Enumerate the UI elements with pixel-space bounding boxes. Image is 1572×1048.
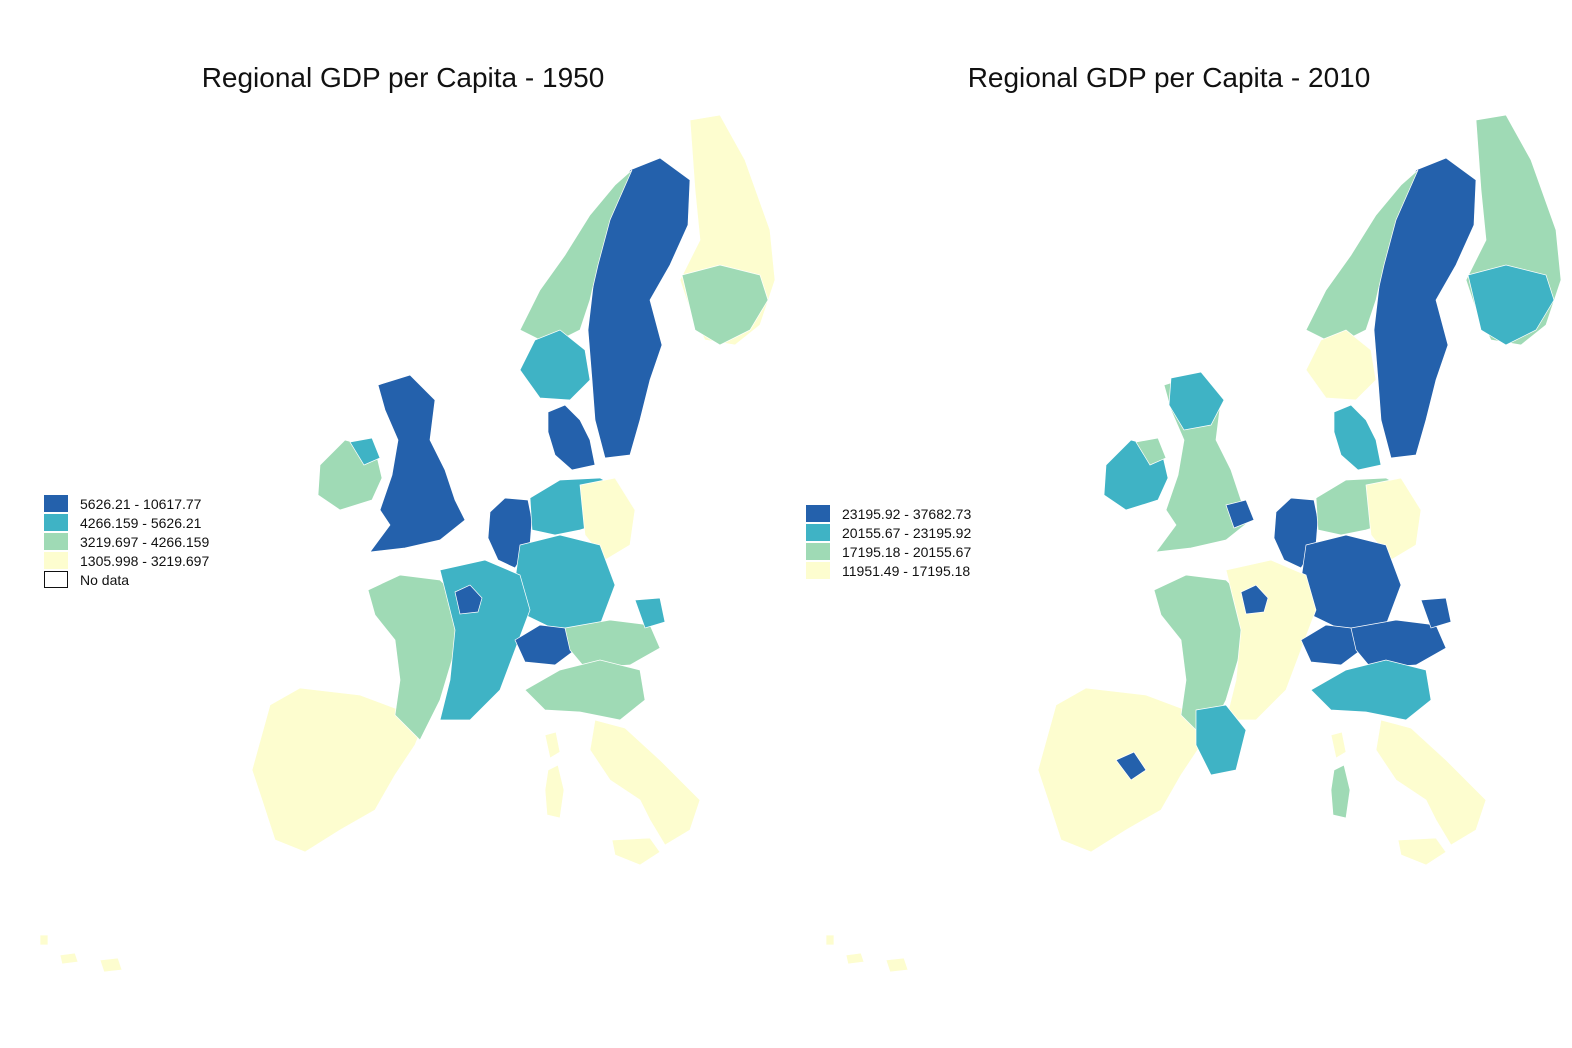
region-germany-east xyxy=(1365,477,1422,561)
region-norway-south xyxy=(519,329,591,401)
legend: 5626.21 - 10617.77 4266.159 - 5626.21 3219… xyxy=(44,494,209,589)
region-sardinia xyxy=(544,764,565,819)
legend-item: 23195.92 - 37682.73 xyxy=(806,504,971,523)
region-norway-north xyxy=(1305,169,1419,346)
legend: 23195.92 - 37682.73 20155.67 - 23195.92 17… xyxy=(806,504,971,580)
region-austria xyxy=(1350,619,1447,669)
region-nireland xyxy=(1135,437,1167,466)
region-canaries xyxy=(825,934,909,973)
legend-swatch xyxy=(806,524,830,541)
region-germany-east xyxy=(579,477,636,561)
map-panel-1950: Regional GDP per Capita - 1950 5626.21 -… xyxy=(39,62,776,973)
region-nireland xyxy=(349,437,381,466)
legend-item: No data xyxy=(44,570,209,589)
legend-label: 20155.67 - 23195.92 xyxy=(842,524,972,541)
region-sardinia xyxy=(1330,764,1351,819)
region-germany-south xyxy=(514,534,616,633)
choropleth-map-1950 xyxy=(39,114,776,973)
legend-item: 20155.67 - 23195.92 xyxy=(806,523,971,542)
region-czech-south xyxy=(634,597,666,629)
region-norway-south xyxy=(1305,329,1377,401)
region-denmark xyxy=(547,404,596,471)
legend-label: 23195.92 - 37682.73 xyxy=(842,505,972,522)
legend-label: 11951.49 - 17195.18 xyxy=(842,562,971,579)
legend-swatch xyxy=(44,514,68,531)
region-sicily xyxy=(611,837,661,866)
choropleth-map-2010 xyxy=(825,114,1562,973)
legend-label: 4266.159 - 5626.21 xyxy=(80,514,202,531)
legend-item: 1305.998 - 3219.697 xyxy=(44,551,209,570)
legend-item: 5626.21 - 10617.77 xyxy=(44,494,209,513)
region-iberia xyxy=(251,687,426,853)
region-finland-south xyxy=(681,264,769,346)
legend-swatch xyxy=(44,495,68,512)
region-czech-south xyxy=(1420,597,1452,629)
region-france-west xyxy=(367,574,461,741)
legend-label: 1305.998 - 3219.697 xyxy=(80,552,210,569)
region-paris xyxy=(454,584,483,615)
region-scotland xyxy=(1168,371,1225,431)
region-italy-north xyxy=(1310,659,1432,721)
region-catalonia xyxy=(1195,704,1247,776)
map-panel-2010: Regional GDP per Capita - 2010 23195.92 … xyxy=(786,0,1572,1048)
region-paris xyxy=(1240,584,1269,615)
map-title: Regional GDP per Capita - 2010 xyxy=(967,62,1371,93)
region-sicily xyxy=(1397,837,1447,866)
legend-swatch xyxy=(44,552,68,569)
region-corsica xyxy=(1330,731,1347,759)
region-italy-south xyxy=(589,719,701,846)
legend-swatch xyxy=(806,562,830,579)
legend-item: 3219.697 - 4266.159 xyxy=(44,532,209,551)
region-germany-south xyxy=(1300,534,1402,633)
legend-swatch xyxy=(806,543,830,560)
region-madrid xyxy=(1115,751,1147,781)
region-finland-south xyxy=(1467,264,1555,346)
legend-label: 3219.697 - 4266.159 xyxy=(80,533,210,550)
region-denmark xyxy=(1333,404,1382,471)
region-corsica xyxy=(544,731,561,759)
region-norway-north xyxy=(519,169,633,346)
region-uk xyxy=(369,374,466,553)
legend-item: 4266.159 - 5626.21 xyxy=(44,513,209,532)
map-title: Regional GDP per Capita - 1950 xyxy=(201,62,605,93)
region-london xyxy=(1225,499,1255,529)
region-austria xyxy=(564,619,661,669)
region-italy-south xyxy=(1375,719,1487,846)
legend-item: 11951.49 - 17195.18 xyxy=(806,561,971,580)
legend-item: 17195.18 - 20155.67 xyxy=(806,542,971,561)
legend-label: 17195.18 - 20155.67 xyxy=(842,543,972,560)
legend-swatch xyxy=(44,571,68,588)
legend-label: No data xyxy=(80,571,130,588)
legend-swatch xyxy=(806,505,830,522)
legend-label: 5626.21 - 10617.77 xyxy=(80,495,202,512)
map-regions-2010 xyxy=(825,114,1562,973)
region-sweden xyxy=(1373,157,1477,459)
region-sweden xyxy=(587,157,691,459)
legend-swatch xyxy=(44,533,68,550)
region-canaries xyxy=(39,934,123,973)
map-regions-1950 xyxy=(39,114,776,973)
region-italy-north xyxy=(524,659,646,721)
